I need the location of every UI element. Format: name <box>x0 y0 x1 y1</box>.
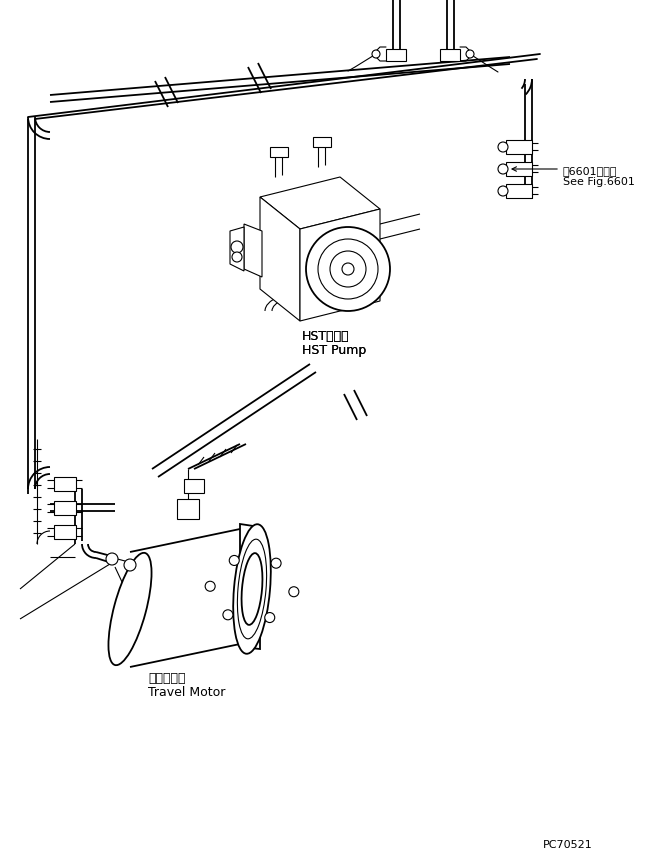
Text: HSTポンプ: HSTポンプ <box>302 330 350 343</box>
Circle shape <box>318 239 378 300</box>
Ellipse shape <box>108 553 151 665</box>
Bar <box>54 502 76 515</box>
Ellipse shape <box>242 554 262 625</box>
Bar <box>270 148 288 158</box>
Bar <box>506 141 532 155</box>
Circle shape <box>498 187 508 197</box>
Circle shape <box>223 610 233 620</box>
Circle shape <box>289 587 299 597</box>
Polygon shape <box>300 210 380 321</box>
Polygon shape <box>240 524 260 649</box>
Circle shape <box>498 164 508 175</box>
Circle shape <box>466 51 474 59</box>
Circle shape <box>330 251 366 288</box>
Circle shape <box>342 263 354 276</box>
Text: HST Pump: HST Pump <box>302 343 367 357</box>
Polygon shape <box>260 178 380 230</box>
Bar <box>313 138 331 148</box>
Text: 第6601図参照: 第6601図参照 <box>563 166 618 176</box>
Bar <box>184 480 204 493</box>
Text: See Fig.6601: See Fig.6601 <box>563 177 635 187</box>
Polygon shape <box>230 227 244 272</box>
Bar <box>440 50 460 62</box>
Circle shape <box>271 559 281 568</box>
Bar <box>506 163 532 177</box>
Circle shape <box>498 143 508 153</box>
Circle shape <box>372 51 380 59</box>
Circle shape <box>232 253 242 262</box>
Text: 走行モータ: 走行モータ <box>148 671 185 684</box>
Bar <box>54 526 76 539</box>
Polygon shape <box>244 225 262 278</box>
Circle shape <box>229 556 239 566</box>
Circle shape <box>306 227 390 312</box>
Text: Travel Motor: Travel Motor <box>148 685 225 698</box>
Ellipse shape <box>238 539 267 639</box>
Polygon shape <box>260 198 300 321</box>
Circle shape <box>205 582 215 591</box>
Circle shape <box>106 553 118 566</box>
Bar <box>386 50 406 62</box>
Circle shape <box>265 613 275 623</box>
Bar <box>54 477 76 492</box>
Ellipse shape <box>233 525 271 654</box>
Circle shape <box>124 560 136 572</box>
Text: HSTポンプ: HSTポンプ <box>302 330 350 343</box>
Bar <box>177 499 199 520</box>
Text: PC70521: PC70521 <box>543 839 593 849</box>
Bar <box>506 185 532 199</box>
Circle shape <box>231 242 243 254</box>
Text: HST Pump: HST Pump <box>302 343 367 357</box>
